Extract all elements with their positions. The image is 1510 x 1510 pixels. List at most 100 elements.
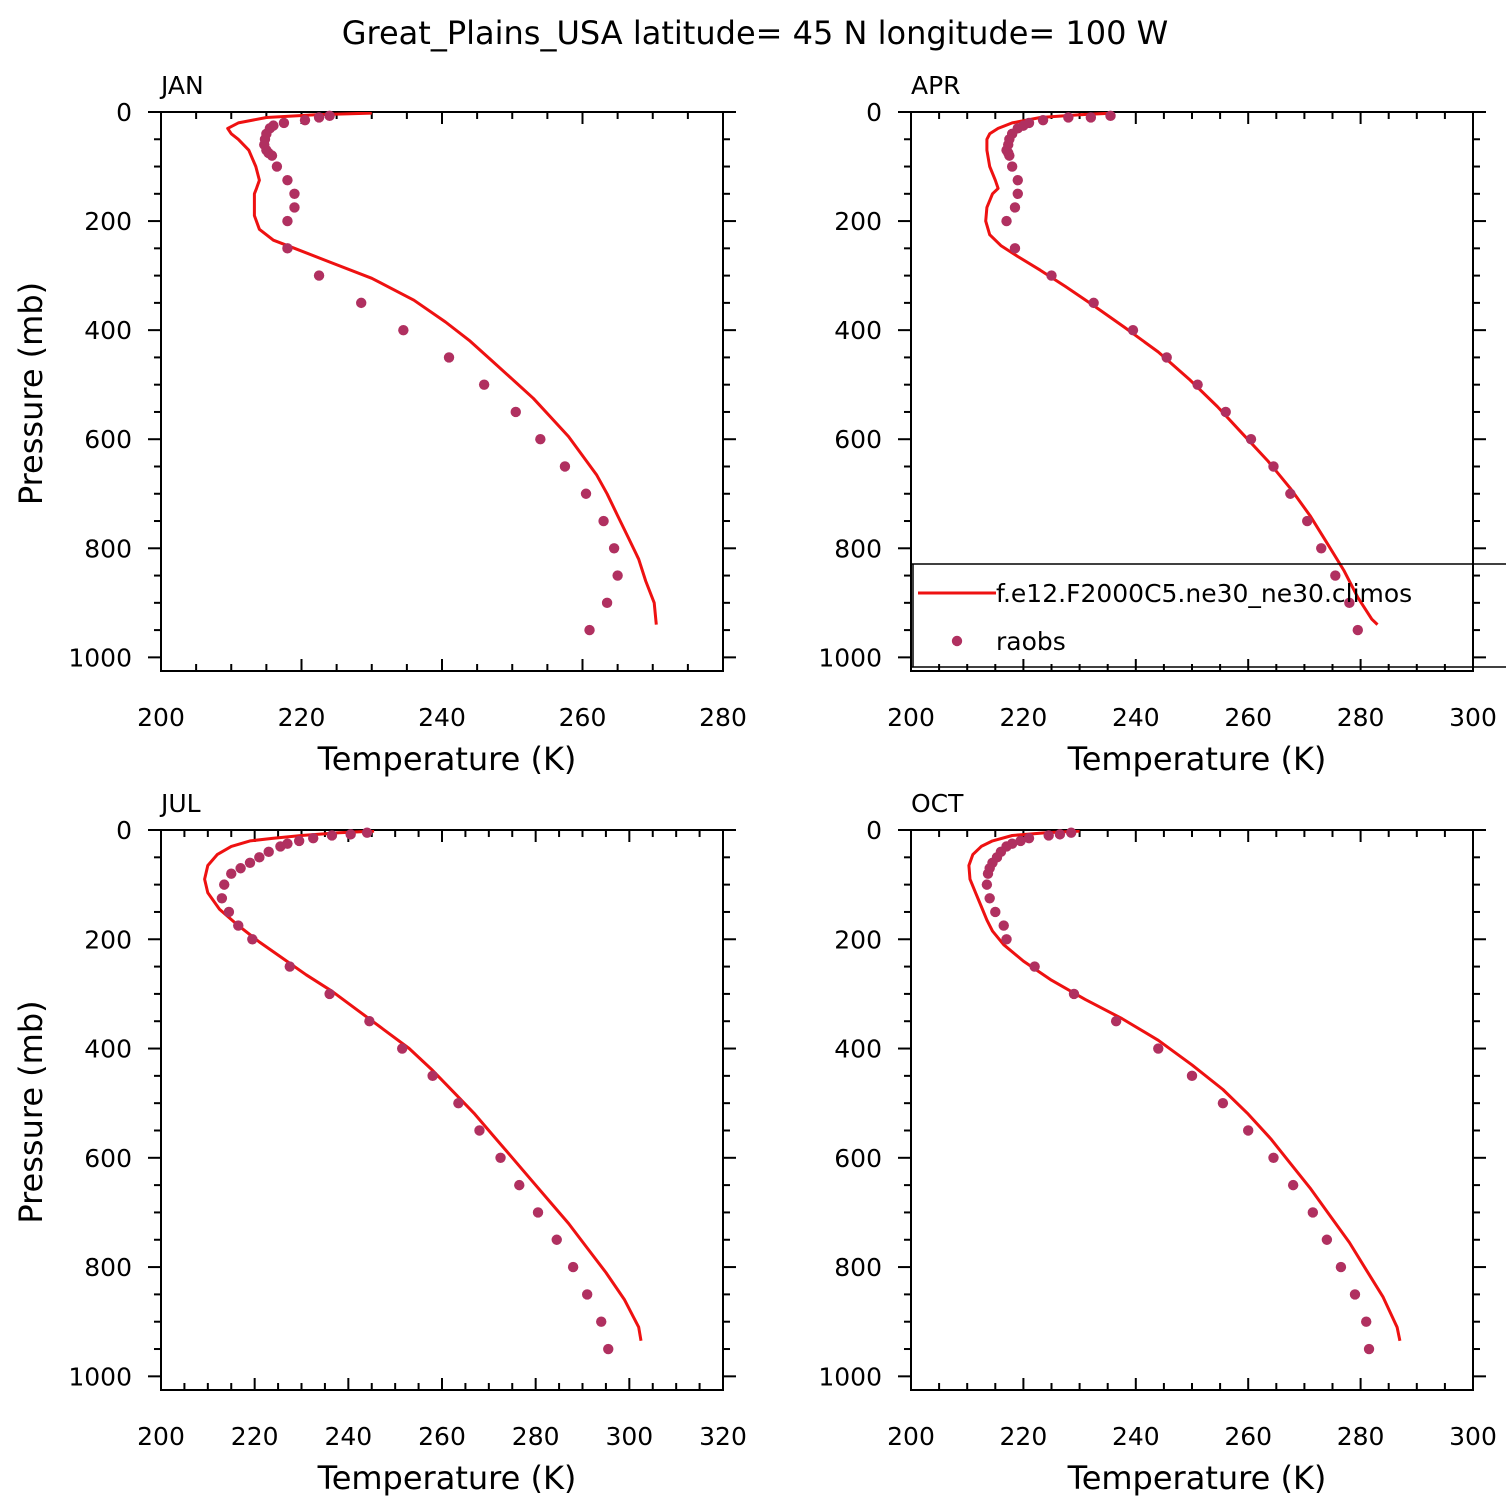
raobs-point — [254, 852, 265, 863]
raobs-point — [356, 297, 367, 309]
x-tick-label: 220 — [231, 1422, 279, 1451]
raobs-point — [514, 1179, 525, 1191]
y-tick-label: 200 — [84, 207, 132, 236]
model-series-line — [226, 112, 658, 625]
raobs-point — [1316, 543, 1327, 554]
x-axis-title: Temperature (K) — [317, 1459, 577, 1497]
y-tick-label: 0 — [116, 98, 132, 127]
y-tick-label: 200 — [834, 925, 882, 954]
raobs-point — [226, 868, 237, 879]
panels-container: JAN 200 220 240 260 280 0 200 400 600 800 1000 Tempe… — [12, 71, 1506, 1497]
raobs-point — [233, 920, 244, 931]
x-tick-label: 240 — [1112, 703, 1160, 732]
x-axis-title: Temperature (K) — [1067, 740, 1327, 778]
raobs-point — [1065, 827, 1077, 838]
panel-oct: OCT 200 220 240 260 280 300 0 200 400 600 800 1000 Te… — [818, 789, 1496, 1497]
x-tick-label: 240 — [1112, 1422, 1160, 1451]
raobs-point — [216, 893, 228, 904]
raobs-point — [223, 906, 235, 918]
raobs-point — [289, 188, 300, 200]
raobs-point — [1088, 297, 1099, 309]
legend-raobs-label: raobs — [996, 627, 1066, 656]
y-tick-label: 200 — [834, 207, 882, 236]
panel-label: APR — [911, 71, 961, 100]
figure-title: Great_Plains_USA latitude= 45 N longitud… — [342, 14, 1169, 52]
raobs-point — [584, 624, 595, 636]
y-axis-title: Pressure (mb) — [12, 1000, 50, 1223]
raobs-point — [580, 488, 592, 499]
raobs-point — [453, 1097, 464, 1109]
raobs-point — [1153, 1043, 1164, 1054]
y-tick-label: 600 — [84, 1144, 132, 1173]
plot-frame — [160, 111, 724, 672]
raobs-point — [244, 857, 256, 868]
raobs-point — [1023, 832, 1035, 844]
raobs-point — [1009, 202, 1021, 213]
raobs-point — [1344, 597, 1355, 609]
model-series-line — [984, 112, 1379, 626]
raobs-point — [1001, 215, 1012, 227]
y-tick-label: 600 — [834, 1144, 882, 1173]
raobs-point — [601, 597, 613, 609]
x-tick-label: 300 — [1449, 1422, 1497, 1451]
raobs-point — [1009, 243, 1021, 254]
x-tick-label: 260 — [418, 1422, 466, 1451]
x-axis-title: Temperature (K) — [317, 740, 577, 778]
raobs-point — [612, 570, 623, 581]
raobs-point — [1186, 1070, 1198, 1082]
raobs-point — [1192, 379, 1203, 390]
raobs-point — [1268, 1152, 1279, 1164]
raobs-point — [308, 832, 319, 844]
x-tick-label: 300 — [605, 1422, 653, 1451]
raobs-point — [1085, 112, 1097, 123]
raobs-point — [345, 829, 356, 840]
raobs-point — [1127, 324, 1139, 336]
raobs-point — [271, 161, 283, 172]
raobs-point — [474, 1125, 485, 1136]
raobs-point — [1029, 961, 1040, 972]
raobs-point — [990, 906, 1001, 918]
raobs-point — [282, 215, 293, 227]
raobs-point — [1307, 1207, 1319, 1218]
y-tick-label: 1000 — [818, 1362, 882, 1391]
x-tick-label: 240 — [418, 703, 466, 732]
raobs-point — [1004, 150, 1015, 161]
x-tick-label: 220 — [278, 703, 326, 732]
raobs-point — [1105, 110, 1116, 122]
raobs-point — [275, 841, 286, 852]
x-tick-label: 320 — [699, 1422, 747, 1451]
raobs-point — [1054, 829, 1066, 840]
raobs-point — [1243, 1125, 1254, 1136]
raobs-point — [443, 352, 455, 363]
plot-frame — [160, 829, 724, 1391]
panel-label: JUL — [159, 789, 201, 818]
y-tick-label: 0 — [866, 816, 882, 845]
model-series-line — [203, 830, 643, 1342]
x-tick-label: 280 — [512, 1422, 560, 1451]
raobs-point — [324, 988, 335, 1000]
y-tick-label: 200 — [84, 925, 132, 954]
raobs-point — [1217, 1097, 1229, 1109]
raobs-point — [266, 150, 278, 161]
x-tick-label: 300 — [1449, 703, 1497, 732]
x-tick-label: 200 — [887, 1422, 935, 1451]
y-tick-label: 0 — [116, 816, 132, 845]
panel-label: OCT — [911, 789, 964, 818]
raobs-point — [567, 1261, 579, 1273]
raobs-point — [581, 1289, 593, 1300]
raobs-point — [981, 879, 993, 890]
raobs-point — [478, 379, 490, 390]
raobs-point — [313, 112, 325, 123]
y-tick-label: 1000 — [68, 643, 132, 672]
y-tick-label: 400 — [84, 316, 132, 345]
raobs-point — [1012, 174, 1023, 186]
raobs-point — [324, 110, 335, 122]
raobs-point — [1063, 112, 1074, 123]
y-axis-title: Pressure (mb) — [12, 282, 50, 505]
y-tick-label: 1000 — [818, 643, 882, 672]
raobs-point — [1161, 352, 1172, 363]
panel-jan: JAN 200 220 240 260 280 0 200 400 600 800 1000 Tempe… — [12, 71, 747, 778]
raobs-point — [1220, 406, 1231, 418]
raobs-point — [1285, 488, 1296, 499]
